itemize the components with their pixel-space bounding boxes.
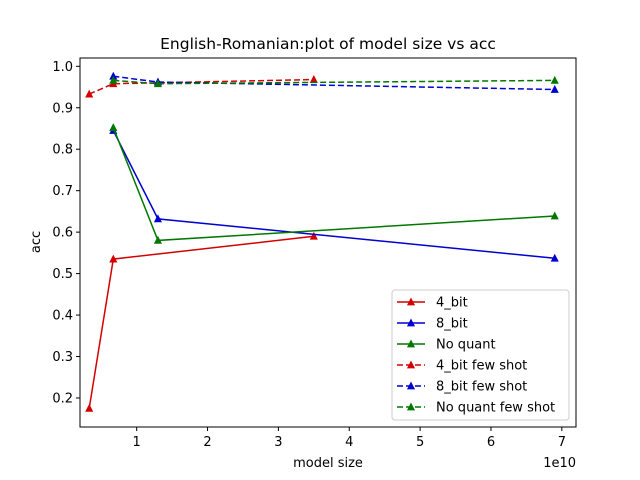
axes-frame [79,57,577,428]
data-point [550,211,559,220]
legend-label: 8_bit [436,317,468,332]
series-no-quant-few-shot [109,75,559,88]
y-tick-label: 0.3 [52,350,73,365]
data-point [85,89,94,98]
x-tick-label: 5 [416,435,424,450]
y-axis: 0.2 0.3 0.4 0.5 0.6 0.7 0.8 0.9 1.0 [52,60,80,406]
chart-title: English-Romanian:plot of model size vs a… [160,35,496,53]
data-point [109,123,118,132]
series-line [113,79,555,85]
data-point [309,231,318,240]
legend-marker [406,381,416,390]
y-tick-label: 0.4 [52,309,73,324]
data-point [309,75,318,83]
y-tick-label: 0.9 [52,101,73,116]
y-tick-label: 0.8 [52,143,73,158]
data-point [109,75,118,84]
legend-marker [406,360,416,369]
x-axis-label: model size [293,456,363,471]
data-point [153,79,162,88]
data-point [85,403,94,412]
data-point [550,75,559,84]
legend-marker [406,297,416,306]
data-point [109,71,118,80]
legend-marker [406,339,416,348]
data-point [550,85,559,93]
x-axis: 1 2 3 4 5 6 7 [133,427,566,450]
legend-label: No quant few shot [436,401,555,416]
data-point [109,254,118,263]
x-tick-label: 4 [345,435,353,450]
legend-label: No quant [436,338,496,353]
y-tick-label: 0.7 [52,184,73,199]
legend-marker [406,318,416,327]
x-tick-label: 6 [487,435,495,450]
x-tick-label: 2 [203,435,211,450]
data-point [153,235,162,244]
series-4-bit [85,231,318,412]
y-tick-label: 1.0 [52,60,73,75]
legend-frame [391,289,570,421]
x-tick-label: 3 [274,435,282,450]
x-tick-label: 7 [558,435,566,450]
legend-label: 4_bit [436,296,468,311]
legend-marker [406,402,416,411]
legend-label: 8_bit few shot [436,380,527,395]
y-tick-label: 0.5 [52,267,73,282]
y-tick-label: 0.6 [52,226,73,241]
plot-area [85,71,559,412]
legend: 4_bit 8_bit No quant 4_bit few shot 8_bit fe… [391,289,570,421]
data-point [153,214,162,223]
series-no-quant [109,123,559,244]
y-axis-label: acc [29,231,44,253]
x-tick-label: 1 [133,435,141,450]
legend-label: 4_bit few shot [436,359,527,374]
y-tick-label: 0.2 [52,391,73,406]
x-offset-label: 1e10 [543,456,576,471]
data-point [550,253,559,262]
